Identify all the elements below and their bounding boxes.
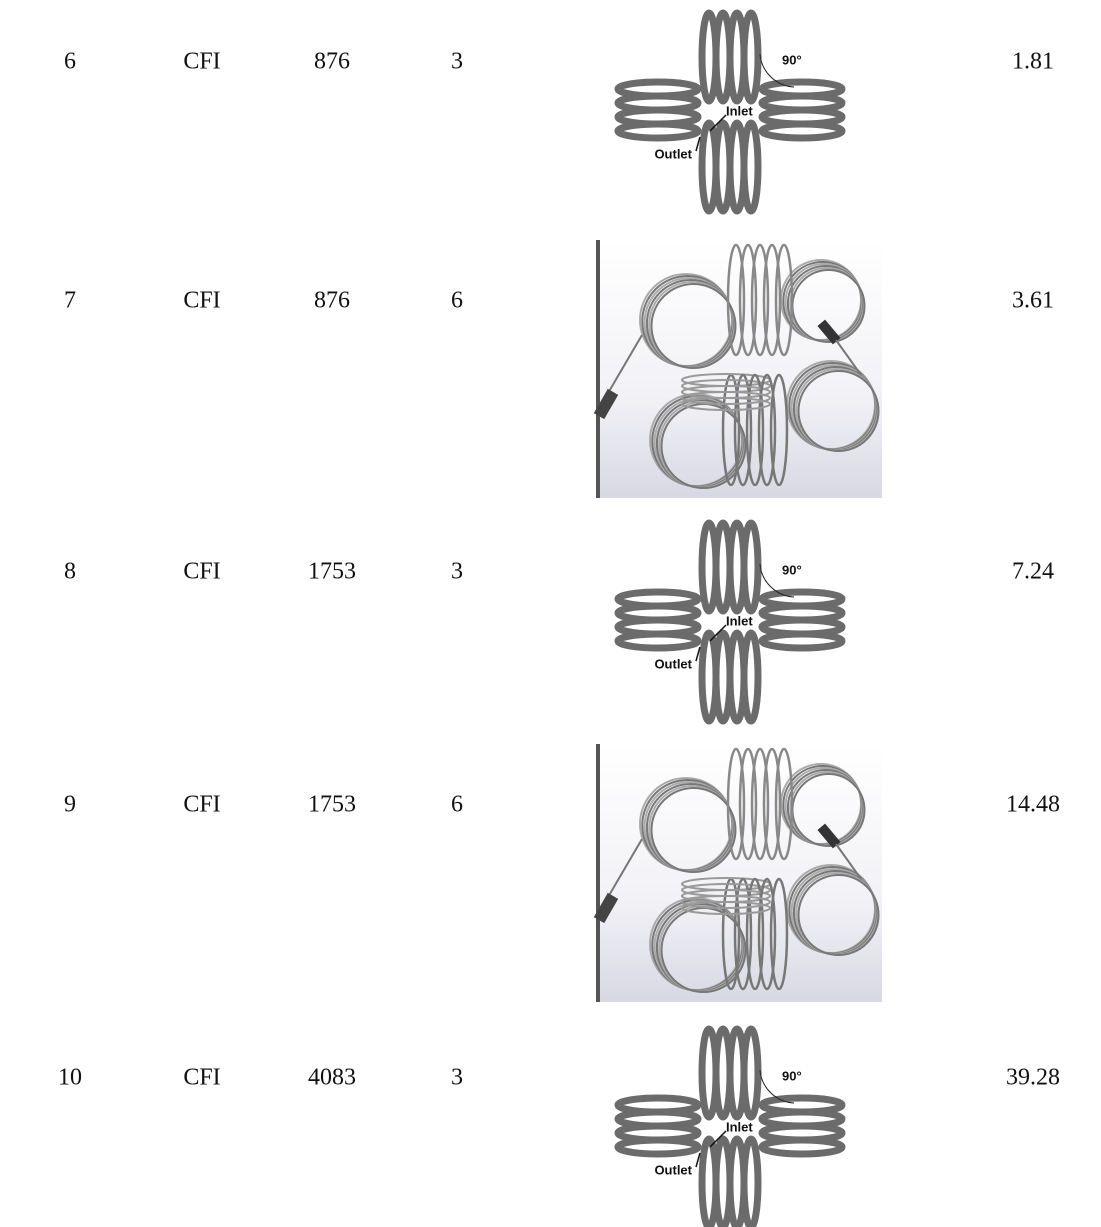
table-row: 6 CFI 876 3 1.81 90° Inlet Outlet	[64, 9, 1054, 215]
coil-loop	[740, 629, 762, 725]
coil-loop	[614, 630, 702, 652]
coil-loop	[745, 877, 765, 991]
table-cell: 876	[314, 288, 350, 314]
coil-loop	[740, 1135, 762, 1227]
angle-label: 90°	[782, 52, 802, 67]
inlet-label: Inlet	[726, 613, 753, 628]
angle-arc	[759, 563, 795, 598]
table-cell: 6	[451, 792, 463, 818]
coil-loop	[769, 877, 789, 991]
fitting	[817, 823, 841, 849]
table-cell: 1753	[308, 792, 356, 818]
photo-edge	[596, 744, 600, 1002]
table-cell: 7.24	[1012, 559, 1054, 585]
table-cell: 876	[314, 49, 350, 75]
angle-arc	[759, 53, 795, 88]
angle-arc	[759, 1069, 795, 1104]
coil-loop	[733, 373, 753, 487]
coil-loop	[769, 373, 789, 487]
tube	[835, 339, 862, 376]
outlet-arrow	[695, 1152, 701, 1168]
inlet-arrow	[709, 1130, 727, 1148]
table-cell: CFI	[183, 792, 220, 818]
table-cell: 39.28	[1006, 1065, 1060, 1091]
table-cell: CFI	[183, 559, 220, 585]
table-cell: 3	[451, 1065, 463, 1091]
coil-loop	[757, 877, 777, 991]
fitting	[817, 319, 841, 345]
angle-label: 90°	[782, 562, 802, 577]
table-cell: 3	[451, 559, 463, 585]
coil-loop	[762, 747, 782, 861]
table-cell: 3	[451, 49, 463, 75]
coil-loop	[733, 877, 753, 991]
angle-label: 90°	[782, 1068, 802, 1083]
fitting	[593, 388, 619, 420]
tube	[603, 334, 643, 401]
table-cell: 1.81	[1012, 49, 1054, 75]
table-cell: 3.61	[1012, 288, 1054, 314]
inlet-arrow	[709, 114, 727, 132]
table-cell: 14.48	[1006, 792, 1060, 818]
coil-ring	[650, 283, 737, 369]
coil-loop	[740, 519, 762, 615]
table-cell: 7	[64, 288, 76, 314]
coil-loop	[681, 901, 771, 915]
coil-ring	[650, 787, 737, 873]
coil-loop	[738, 243, 758, 357]
coil-loop	[750, 243, 770, 357]
coil-loop	[738, 747, 758, 861]
fitting	[593, 892, 619, 924]
coil-loop	[681, 391, 771, 405]
coil-ring	[797, 874, 880, 956]
table-row: 10 CFI 4083 3 39.28 90° Inlet Outlet	[58, 1025, 1060, 1227]
coil-loop	[740, 1025, 762, 1121]
table-cell: 4083	[308, 1065, 356, 1091]
table-cell: 1753	[308, 559, 356, 585]
coil-loop	[614, 1136, 702, 1158]
coil-loop	[758, 1136, 846, 1158]
table-cell: 6	[451, 288, 463, 314]
inlet-label: Inlet	[726, 1119, 753, 1134]
coil-loop	[614, 120, 702, 142]
outlet-label: Outlet	[654, 146, 692, 161]
coil-loop	[762, 243, 782, 357]
coil-loop	[681, 895, 771, 909]
table-row: 9 CFI 1753 6 14.48	[64, 744, 1060, 1002]
table-cell: CFI	[183, 1065, 220, 1091]
outlet-label: Outlet	[654, 656, 692, 671]
coil-loop	[774, 243, 794, 357]
coil-loop	[740, 119, 762, 215]
table-row: 8 CFI 1753 3 7.24 90° Inlet Outlet	[64, 519, 1054, 725]
table-cell: 6	[64, 49, 76, 75]
outlet-arrow	[695, 646, 701, 662]
tube	[603, 838, 643, 905]
outlet-label: Outlet	[654, 1162, 692, 1177]
coil-loop	[726, 747, 746, 861]
coil-loop	[758, 120, 846, 142]
tube	[835, 843, 862, 880]
photo-edge	[596, 240, 600, 498]
coil-loop	[740, 9, 762, 105]
coil-loop	[774, 747, 794, 861]
coil-loop	[758, 630, 846, 652]
coil-loop	[726, 243, 746, 357]
inlet-arrow	[709, 624, 727, 642]
table-cell: CFI	[183, 288, 220, 314]
coil-loop	[681, 397, 771, 411]
table-cell: 8	[64, 559, 76, 585]
inlet-label: Inlet	[726, 103, 753, 118]
coil-loop	[745, 373, 765, 487]
table-cell: CFI	[183, 49, 220, 75]
table-row: 7 CFI 876 6 3.61	[64, 240, 1054, 498]
coil-ring	[797, 370, 880, 452]
table-cell: 9	[64, 792, 76, 818]
outlet-arrow	[695, 136, 701, 152]
table-cell: 10	[58, 1065, 82, 1091]
coil-loop	[750, 747, 770, 861]
coil-loop	[757, 373, 777, 487]
